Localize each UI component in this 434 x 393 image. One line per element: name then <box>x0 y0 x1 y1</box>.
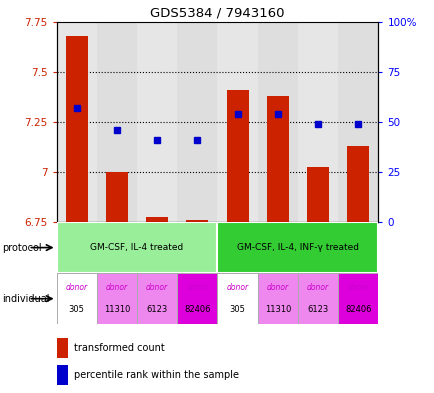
Bar <box>217 273 257 324</box>
Text: 11310: 11310 <box>264 305 290 314</box>
Bar <box>266 96 288 222</box>
Bar <box>56 222 217 273</box>
Bar <box>56 338 68 358</box>
Text: 82406: 82406 <box>344 305 371 314</box>
Text: donor: donor <box>266 283 288 292</box>
Bar <box>297 273 338 324</box>
Bar <box>97 273 137 324</box>
Bar <box>137 273 177 324</box>
Bar <box>146 217 168 222</box>
Bar <box>137 22 177 222</box>
Bar <box>66 36 88 222</box>
Text: 11310: 11310 <box>103 305 130 314</box>
Text: donor: donor <box>105 283 128 292</box>
Text: donor: donor <box>306 283 329 292</box>
Text: donor: donor <box>186 283 208 292</box>
Text: 6123: 6123 <box>146 305 168 314</box>
Text: transformed count: transformed count <box>74 343 164 353</box>
Title: GDS5384 / 7943160: GDS5384 / 7943160 <box>150 6 284 19</box>
Bar <box>56 365 68 384</box>
Bar <box>56 273 97 324</box>
Text: 82406: 82406 <box>184 305 210 314</box>
Bar <box>177 273 217 324</box>
Text: donor: donor <box>346 283 368 292</box>
Bar <box>105 172 128 222</box>
Text: 305: 305 <box>69 305 84 314</box>
Bar <box>306 167 329 222</box>
Text: percentile rank within the sample: percentile rank within the sample <box>74 370 239 380</box>
Text: 305: 305 <box>229 305 245 314</box>
Bar <box>338 273 378 324</box>
Bar <box>257 22 297 222</box>
Text: GM-CSF, IL-4 treated: GM-CSF, IL-4 treated <box>90 243 183 252</box>
Bar <box>56 22 97 222</box>
Bar <box>186 220 208 222</box>
Text: individual: individual <box>2 294 49 304</box>
Text: donor: donor <box>66 283 88 292</box>
Bar <box>217 22 257 222</box>
Bar <box>226 90 248 222</box>
Text: GM-CSF, IL-4, INF-γ treated: GM-CSF, IL-4, INF-γ treated <box>237 243 358 252</box>
Text: donor: donor <box>226 283 248 292</box>
Text: donor: donor <box>146 283 168 292</box>
Bar <box>346 146 368 222</box>
Bar <box>297 22 338 222</box>
Text: protocol: protocol <box>2 242 42 253</box>
Bar <box>96 22 137 222</box>
Bar <box>177 22 217 222</box>
Text: 6123: 6123 <box>307 305 328 314</box>
Bar <box>257 273 297 324</box>
Bar <box>217 222 378 273</box>
Bar <box>338 22 378 222</box>
